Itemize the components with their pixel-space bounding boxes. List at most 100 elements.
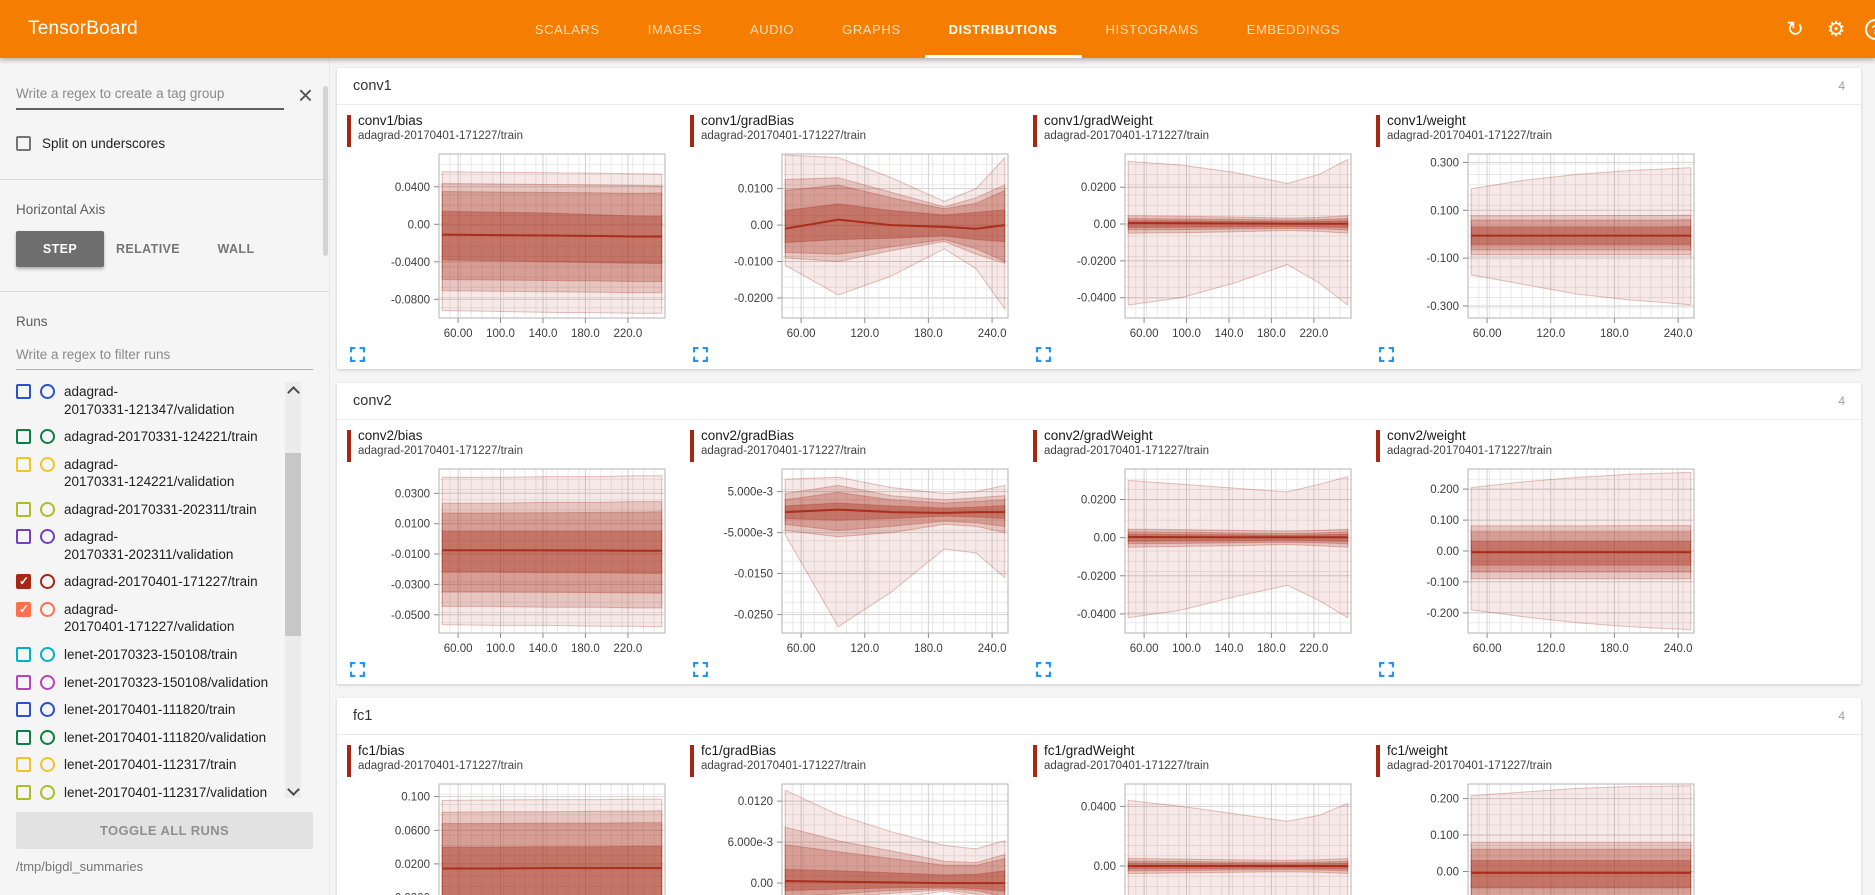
refresh-icon[interactable]: ↻ [1786,17,1804,41]
split-underscores-checkbox[interactable]: Split on underscores [16,136,313,151]
run-checkbox[interactable] [16,384,31,399]
run-radio[interactable] [40,501,55,517]
run-checkbox[interactable] [16,456,31,472]
tab-audio[interactable]: AUDIO [749,21,795,37]
chart-header: conv1/gradBias adagrad-20170401-171227/t… [690,113,1033,147]
tag-group-header[interactable]: conv1 4 [337,68,1861,105]
run-item[interactable]: lenet-20170401-112317/train [16,751,329,779]
axis-option-button[interactable]: WALL [217,242,255,256]
run-checkbox[interactable] [16,674,31,690]
chart-run-subtitle: adagrad-20170401-171227/train [1387,445,1552,457]
svg-text:180.0: 180.0 [914,328,943,340]
run-item[interactable]: adagrad-20170401-171227/train [16,568,329,596]
svg-text:220.0: 220.0 [614,328,643,340]
chart-plot[interactable]: 0.200 0.100 0.00 -0.100 -0.200 60.00 120.0 180.… [1376,464,1719,656]
chart-plot[interactable]: 0.0100 0.00 -0.0100 -0.0200 60.00 120.0 180.0 2… [690,149,1033,341]
run-radio[interactable] [40,574,55,590]
run-radio[interactable] [40,729,55,745]
run-item[interactable]: adagrad- 20170331-202311/validation [16,523,329,568]
svg-text:-0.0200: -0.0200 [1077,256,1116,268]
run-item[interactable]: adagrad-20170331-124221/train [16,423,329,451]
chart-plot[interactable]: 0.0200 0.00 -0.0200 -0.0400 60.00 100.0 140.0 1… [1033,149,1376,341]
svg-text:120.0: 120.0 [850,328,879,340]
tag-group-header[interactable]: conv2 4 [337,383,1861,420]
expand-icon[interactable] [693,662,709,677]
tag-filter-input[interactable] [16,80,284,110]
tag-group-body: fc1/bias adagrad-20170401-171227/train 0… [337,735,1861,895]
chart-run-subtitle: adagrad-20170401-171227/train [358,445,523,457]
expand-icon[interactable] [1379,347,1395,362]
runs-filter-input[interactable] [16,341,313,370]
run-radio[interactable] [40,529,55,545]
run-checkbox[interactable] [16,574,31,590]
run-radio[interactable] [40,601,55,617]
run-item[interactable]: lenet-20170323-150108/train [16,641,329,669]
run-checkbox[interactable] [16,702,31,718]
expand-icon[interactable] [1379,662,1395,677]
tag-group-header[interactable]: fc1 4 [337,698,1861,735]
run-checkbox[interactable] [16,784,31,800]
run-color-bar [1033,745,1037,777]
run-item[interactable]: lenet-20170401-111820/validation [16,724,329,752]
expand-icon[interactable] [1036,662,1052,677]
close-icon[interactable]: × [297,80,313,111]
run-radio[interactable] [40,702,55,718]
chart-header: fc1/weight adagrad-20170401-171227/train [1376,743,1719,777]
tab-distributions[interactable]: DISTRIBUTIONS [924,0,1082,58]
chart-plot[interactable]: 0.0300 0.0100 -0.0100 -0.0300 -0.0500 60.00 10… [347,464,690,656]
scrollbar-thumb[interactable] [285,452,301,636]
run-radio[interactable] [40,429,55,445]
tab-images[interactable]: IMAGES [647,21,702,37]
axis-option-button[interactable]: STEP [16,231,104,267]
run-item[interactable]: adagrad-20170401-171227/validation [16,596,329,641]
run-checkbox[interactable] [16,429,31,445]
settings-icon[interactable]: ⚙ [1826,17,1846,41]
run-radio[interactable] [40,647,55,663]
expand-icon[interactable] [693,347,709,362]
run-label: lenet-20170323-150108/validation [64,674,269,690]
tab-graphs[interactable]: GRAPHS [842,21,901,37]
run-radio[interactable] [40,384,55,399]
run-checkbox[interactable] [16,529,31,545]
run-checkbox[interactable] [16,757,31,773]
run-label: lenet-20170401-111820/train [64,702,236,718]
expand-icon[interactable] [350,662,366,677]
run-radio[interactable] [40,784,55,800]
chart-plot[interactable]: 0.0200 0.00 -0.0200 -0.0400 60.00 100.0 140.0 1… [1033,464,1376,656]
sidebar-scrollbar-thumb[interactable] [323,86,328,256]
run-checkbox[interactable] [16,647,31,663]
tab-embeddings[interactable]: EMBEDDINGS [1246,21,1341,37]
svg-text:0.00: 0.00 [1437,867,1459,879]
svg-text:-0.0250: -0.0250 [734,610,773,622]
toggle-all-runs-button[interactable]: TOGGLE ALL RUNS [16,812,313,849]
run-item[interactable]: adagrad- 20170331-124221/validation [16,451,329,496]
expand-icon[interactable] [350,347,366,362]
svg-text:-0.0400: -0.0400 [391,257,430,269]
help-icon[interactable]: ? [1865,18,1875,40]
run-radio[interactable] [40,674,55,690]
run-item[interactable]: lenet-20170401-111820/train [16,696,329,724]
runs-scrollbar[interactable] [285,382,301,798]
run-item[interactable]: lenet-20170401-112317/validation [16,779,329,802]
axis-option-button[interactable]: RELATIVE [115,242,181,256]
run-item[interactable]: adagrad-20170331-202311/train [16,496,329,524]
run-radio[interactable] [40,456,55,472]
chart-plot[interactable]: 0.0400 0.00 -0.0400 -0.0800 60.00 100.0 140.0 1… [347,149,690,341]
expand-icon[interactable] [1036,347,1052,362]
chart-plot[interactable]: 0.04000.00-0.040060.00100.0140.0180.0220… [1033,779,1376,895]
chart-plot[interactable]: 0.1000.06000.0200-0.020060.00100.0140.01… [347,779,690,895]
chart-plot[interactable]: 5.000e-3 -5.000e-3 -0.0150 -0.0250 60.00 120.… [690,464,1033,656]
run-item[interactable]: adagrad- 20170331-121347/validation [16,378,329,423]
tab-scalars[interactable]: SCALARS [534,21,600,37]
tab-histograms[interactable]: HISTOGRAMS [1105,21,1199,37]
run-checkbox[interactable] [16,501,31,517]
chart-plot[interactable]: 0.01206.000e-30.00-6.000e-360.00120.0180… [690,779,1033,895]
run-radio[interactable] [40,757,55,773]
run-label: adagrad- 20170401-171227/validation [64,601,235,635]
run-checkbox[interactable] [16,729,31,745]
chart-header: conv2/gradBias adagrad-20170401-171227/t… [690,428,1033,462]
run-checkbox[interactable] [16,601,31,617]
chart-plot[interactable]: 0.300 0.100 -0.100 -0.300 60.00 120.0 180.0 240… [1376,149,1719,341]
run-item[interactable]: lenet-20170323-150108/validation [16,669,329,697]
